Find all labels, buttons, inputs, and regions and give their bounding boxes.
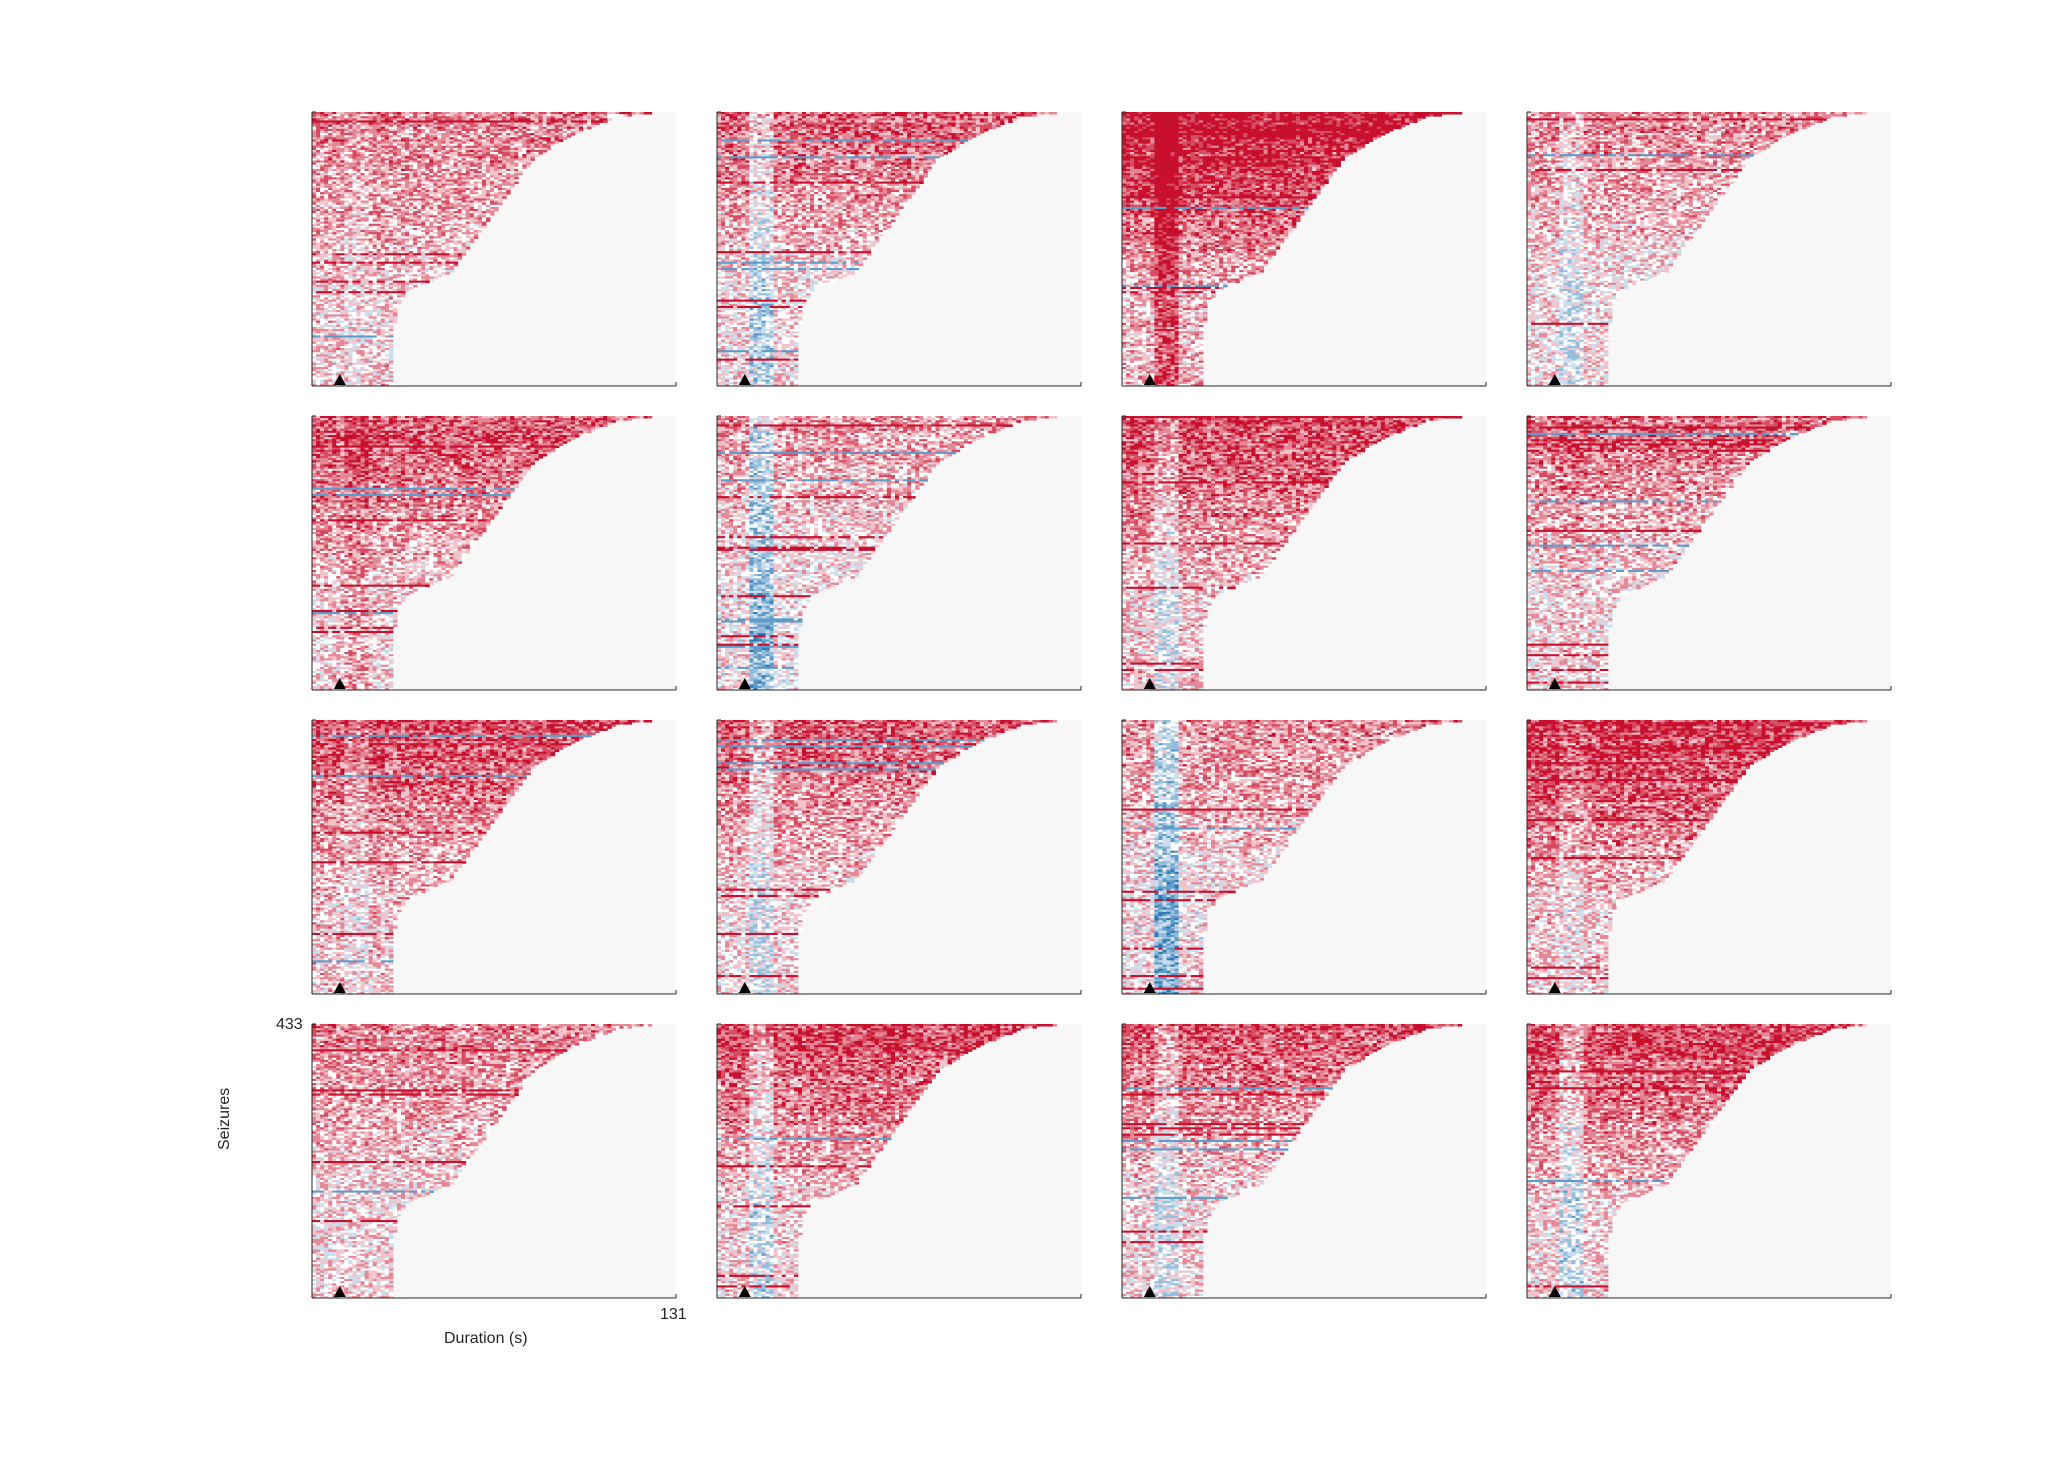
heatmap-cell: [514, 182, 519, 185]
heatmap-cell: [551, 146, 556, 149]
heatmap-cell: [526, 165, 531, 168]
heatmap-cell: [632, 112, 637, 115]
heatmap-cell: [458, 257, 463, 260]
heatmap-cell: [502, 196, 507, 199]
heatmap-cell: [571, 133, 576, 136]
heatmap-cell: [530, 158, 535, 161]
heatmap-cell: [413, 285, 418, 288]
heatmap-cell: [636, 112, 641, 115]
heatmap-cell: [567, 135, 572, 138]
heatmap-cell: [494, 209, 499, 212]
heatmap-cell: [510, 186, 515, 189]
heatmap-cell: [627, 114, 632, 117]
heatmap-cell: [433, 276, 438, 279]
heatmap-cell: [644, 112, 653, 115]
heatmap-cell: [575, 131, 580, 134]
heatmap-cell: [437, 274, 442, 277]
heatmap-cell: [559, 139, 564, 142]
heatmap-cell: [587, 127, 592, 130]
heatmap-cell: [466, 247, 471, 250]
heatmap-cell: [486, 219, 491, 222]
heatmap-cell: [583, 127, 588, 130]
panel-1: [312, 112, 676, 386]
heatmap-cell: [555, 142, 560, 145]
heatmap-cell: [603, 120, 608, 123]
heatmap-cell: [538, 152, 543, 155]
heatmap-cell: [498, 203, 503, 206]
heatmap-cell: [454, 264, 459, 267]
heatmap-cell: [607, 118, 612, 121]
heatmap-cell: [640, 112, 645, 115]
heatmap-cell: [445, 272, 450, 275]
heatmap-cell: [518, 175, 523, 178]
heatmap-cell: [470, 241, 475, 244]
heatmap-cell: [474, 236, 479, 239]
heatmap-cell: [490, 213, 495, 216]
heatmap-cell: [506, 192, 511, 195]
heatmap-cell: [547, 148, 552, 151]
heatmap-cell: [429, 279, 434, 282]
heatmap-cell: [441, 272, 446, 275]
heatmap-cell: [623, 114, 628, 117]
heatmap-cell: [478, 230, 483, 233]
heatmap-cell: [462, 253, 467, 256]
heatmap-cell: [421, 283, 426, 286]
heatmap-cell: [579, 129, 584, 132]
